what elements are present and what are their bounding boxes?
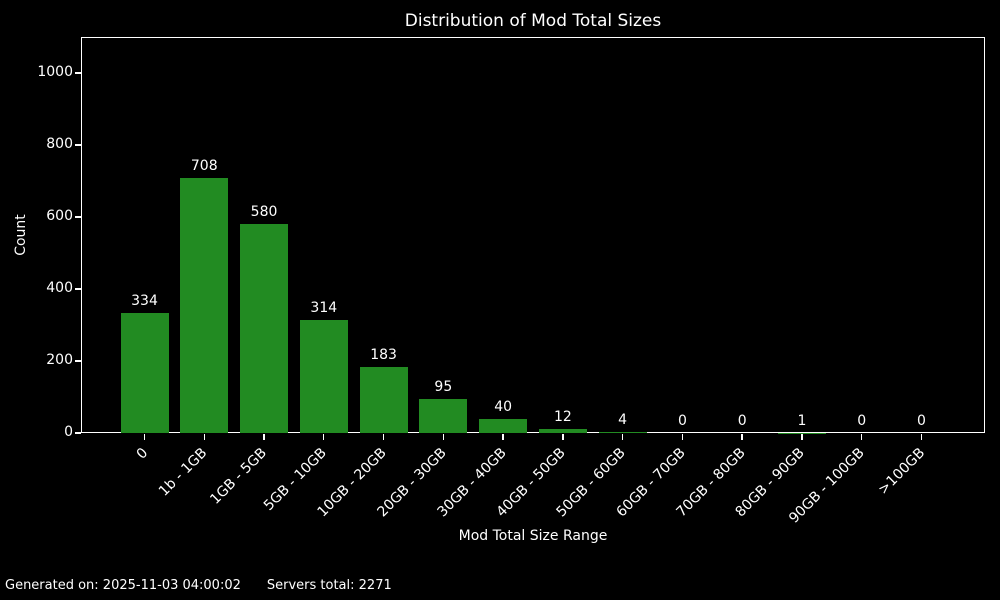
bar-value-label: 708 <box>190 158 218 175</box>
y-tick <box>75 360 81 362</box>
x-tick <box>861 434 863 440</box>
y-tick-label: 200 <box>46 352 73 368</box>
y-tick-label: 400 <box>46 280 73 296</box>
bar-value-label: 334 <box>131 292 158 309</box>
bar <box>120 312 169 433</box>
servers-total: Servers total: 2271 <box>266 578 392 593</box>
x-tick <box>263 434 265 440</box>
x-tick <box>382 434 385 440</box>
x-tick-label: 1GB - 5GB <box>207 445 271 508</box>
bar <box>240 224 289 433</box>
bar-value-label: 40 <box>494 398 513 415</box>
y-tick-label: 800 <box>46 136 73 152</box>
x-axis-label: Mod Total Size Range <box>458 528 608 544</box>
y-tick <box>75 216 81 218</box>
bar <box>419 398 468 433</box>
y-axis-label: Count <box>13 214 29 256</box>
plot-area <box>81 37 985 433</box>
x-tick <box>143 434 146 440</box>
bar <box>598 431 647 433</box>
y-tick <box>75 72 81 74</box>
x-tick <box>920 434 923 440</box>
bar-value-label: 580 <box>250 204 278 221</box>
bar-value-label: 0 <box>857 413 867 429</box>
y-tick <box>75 144 81 146</box>
bar <box>180 178 229 433</box>
x-tick <box>442 434 445 440</box>
bar-value-label: 95 <box>434 378 453 395</box>
x-tick <box>741 434 743 440</box>
y-tick-label: 600 <box>46 208 73 224</box>
bar-value-label: 0 <box>737 413 747 429</box>
x-tick <box>203 434 205 440</box>
x-tick <box>323 434 325 440</box>
bar <box>299 319 348 433</box>
bar-value-label: 314 <box>310 299 338 316</box>
bar-value-label: 0 <box>677 413 687 429</box>
bar-value-label: 0 <box>917 413 926 429</box>
y-tick-label: 1000 <box>37 64 73 80</box>
chart-title: Distribution of Mod Total Sizes <box>404 11 662 31</box>
y-tick <box>75 288 81 290</box>
bar <box>538 428 587 433</box>
bar <box>479 418 528 433</box>
bar-value-label: 1 <box>797 412 807 429</box>
bar-value-label: 183 <box>370 347 397 364</box>
x-tick <box>801 434 803 440</box>
y-tick <box>75 432 81 434</box>
x-tick <box>681 434 684 440</box>
x-tick <box>502 434 504 440</box>
footer: Generated on: 2025-11-03 04:00:02 Servers… <box>5 578 392 593</box>
x-tick-label: >100GB <box>874 445 928 498</box>
x-tick-label: 1b - 1GB <box>156 445 211 500</box>
y-tick-label: 0 <box>64 424 73 440</box>
x-tick <box>621 434 624 440</box>
x-tick <box>562 434 564 440</box>
generated-timestamp: Generated on: 2025-11-03 04:00:02 <box>5 578 241 593</box>
bar-value-label: 4 <box>618 411 628 428</box>
bar-value-label: 12 <box>553 408 572 425</box>
bar <box>359 367 408 433</box>
x-tick-label: 0 <box>133 445 151 463</box>
